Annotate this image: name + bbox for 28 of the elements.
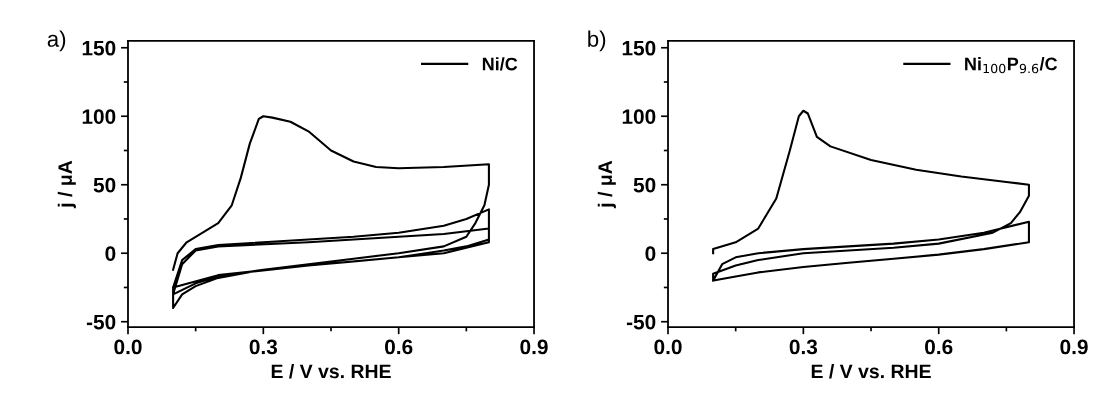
line-series bbox=[172, 115, 490, 310]
x-tick-label: 0.0 bbox=[654, 339, 682, 355]
y-tick-label: 50 bbox=[633, 177, 656, 193]
text: b) bbox=[588, 30, 606, 52]
legend-label: Ni/C bbox=[482, 57, 518, 71]
x-tick-label: 0.6 bbox=[925, 339, 953, 355]
text: a) bbox=[47, 30, 66, 52]
line-series bbox=[712, 109, 1030, 282]
y-tick-label: 150 bbox=[82, 40, 116, 56]
x-tick-label: 0.0 bbox=[114, 339, 142, 355]
x-tick-label: 0.9 bbox=[1060, 339, 1088, 355]
y-tick-label: -50 bbox=[626, 314, 656, 330]
y-axis-title: j / μA bbox=[57, 160, 76, 209]
y-tick-label: 100 bbox=[622, 109, 656, 124]
x-tick-label: 0.3 bbox=[789, 339, 818, 355]
y-tick-label: -50 bbox=[86, 314, 116, 330]
x-axis-title: E / V vs. RHE bbox=[271, 363, 391, 379]
x-tick-label: 0.9 bbox=[520, 339, 548, 355]
y-axis-title: j / μA bbox=[597, 160, 616, 209]
y-tick-label: 50 bbox=[93, 177, 116, 193]
legend-label: Ni$_{100}$P$_{9.6}$/C bbox=[965, 57, 1058, 74]
x-axis-title: E / V vs. RHE bbox=[811, 363, 931, 379]
y-tick-label: 150 bbox=[622, 40, 656, 56]
x-tick-label: 0.3 bbox=[249, 339, 278, 355]
y-tick-label: 0 bbox=[105, 246, 116, 261]
y-tick-label: 100 bbox=[82, 109, 116, 124]
y-tick-label: 0 bbox=[645, 246, 656, 261]
x-tick-label: 0.6 bbox=[385, 339, 413, 355]
